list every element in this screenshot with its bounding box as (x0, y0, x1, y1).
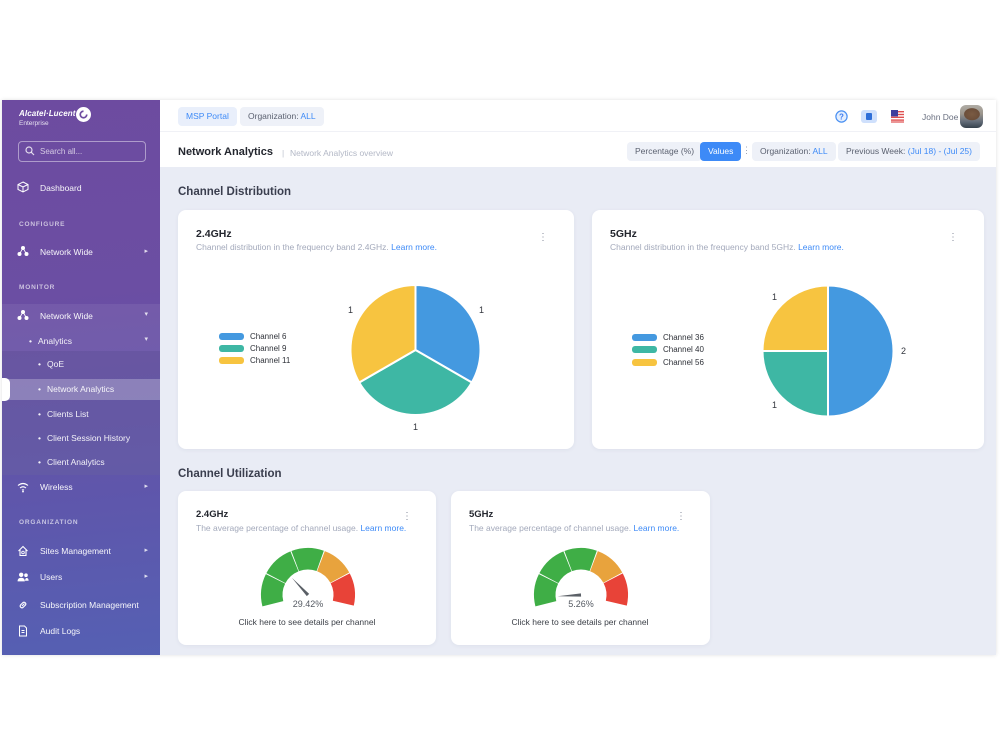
svg-text:29.42%: 29.42% (293, 599, 324, 609)
svg-text:5.26%: 5.26% (568, 599, 594, 609)
svg-text:Click here to see details per: Click here to see details per channel (238, 617, 375, 627)
svg-text:1: 1 (772, 292, 777, 302)
svg-text:2: 2 (901, 346, 906, 356)
svg-text:1: 1 (413, 422, 418, 432)
svg-text:1: 1 (772, 400, 777, 410)
svg-text:?: ? (839, 112, 844, 121)
svg-text:1: 1 (479, 305, 484, 315)
svg-text:1: 1 (348, 305, 353, 315)
svg-text:Click here to see details per: Click here to see details per channel (511, 617, 648, 627)
